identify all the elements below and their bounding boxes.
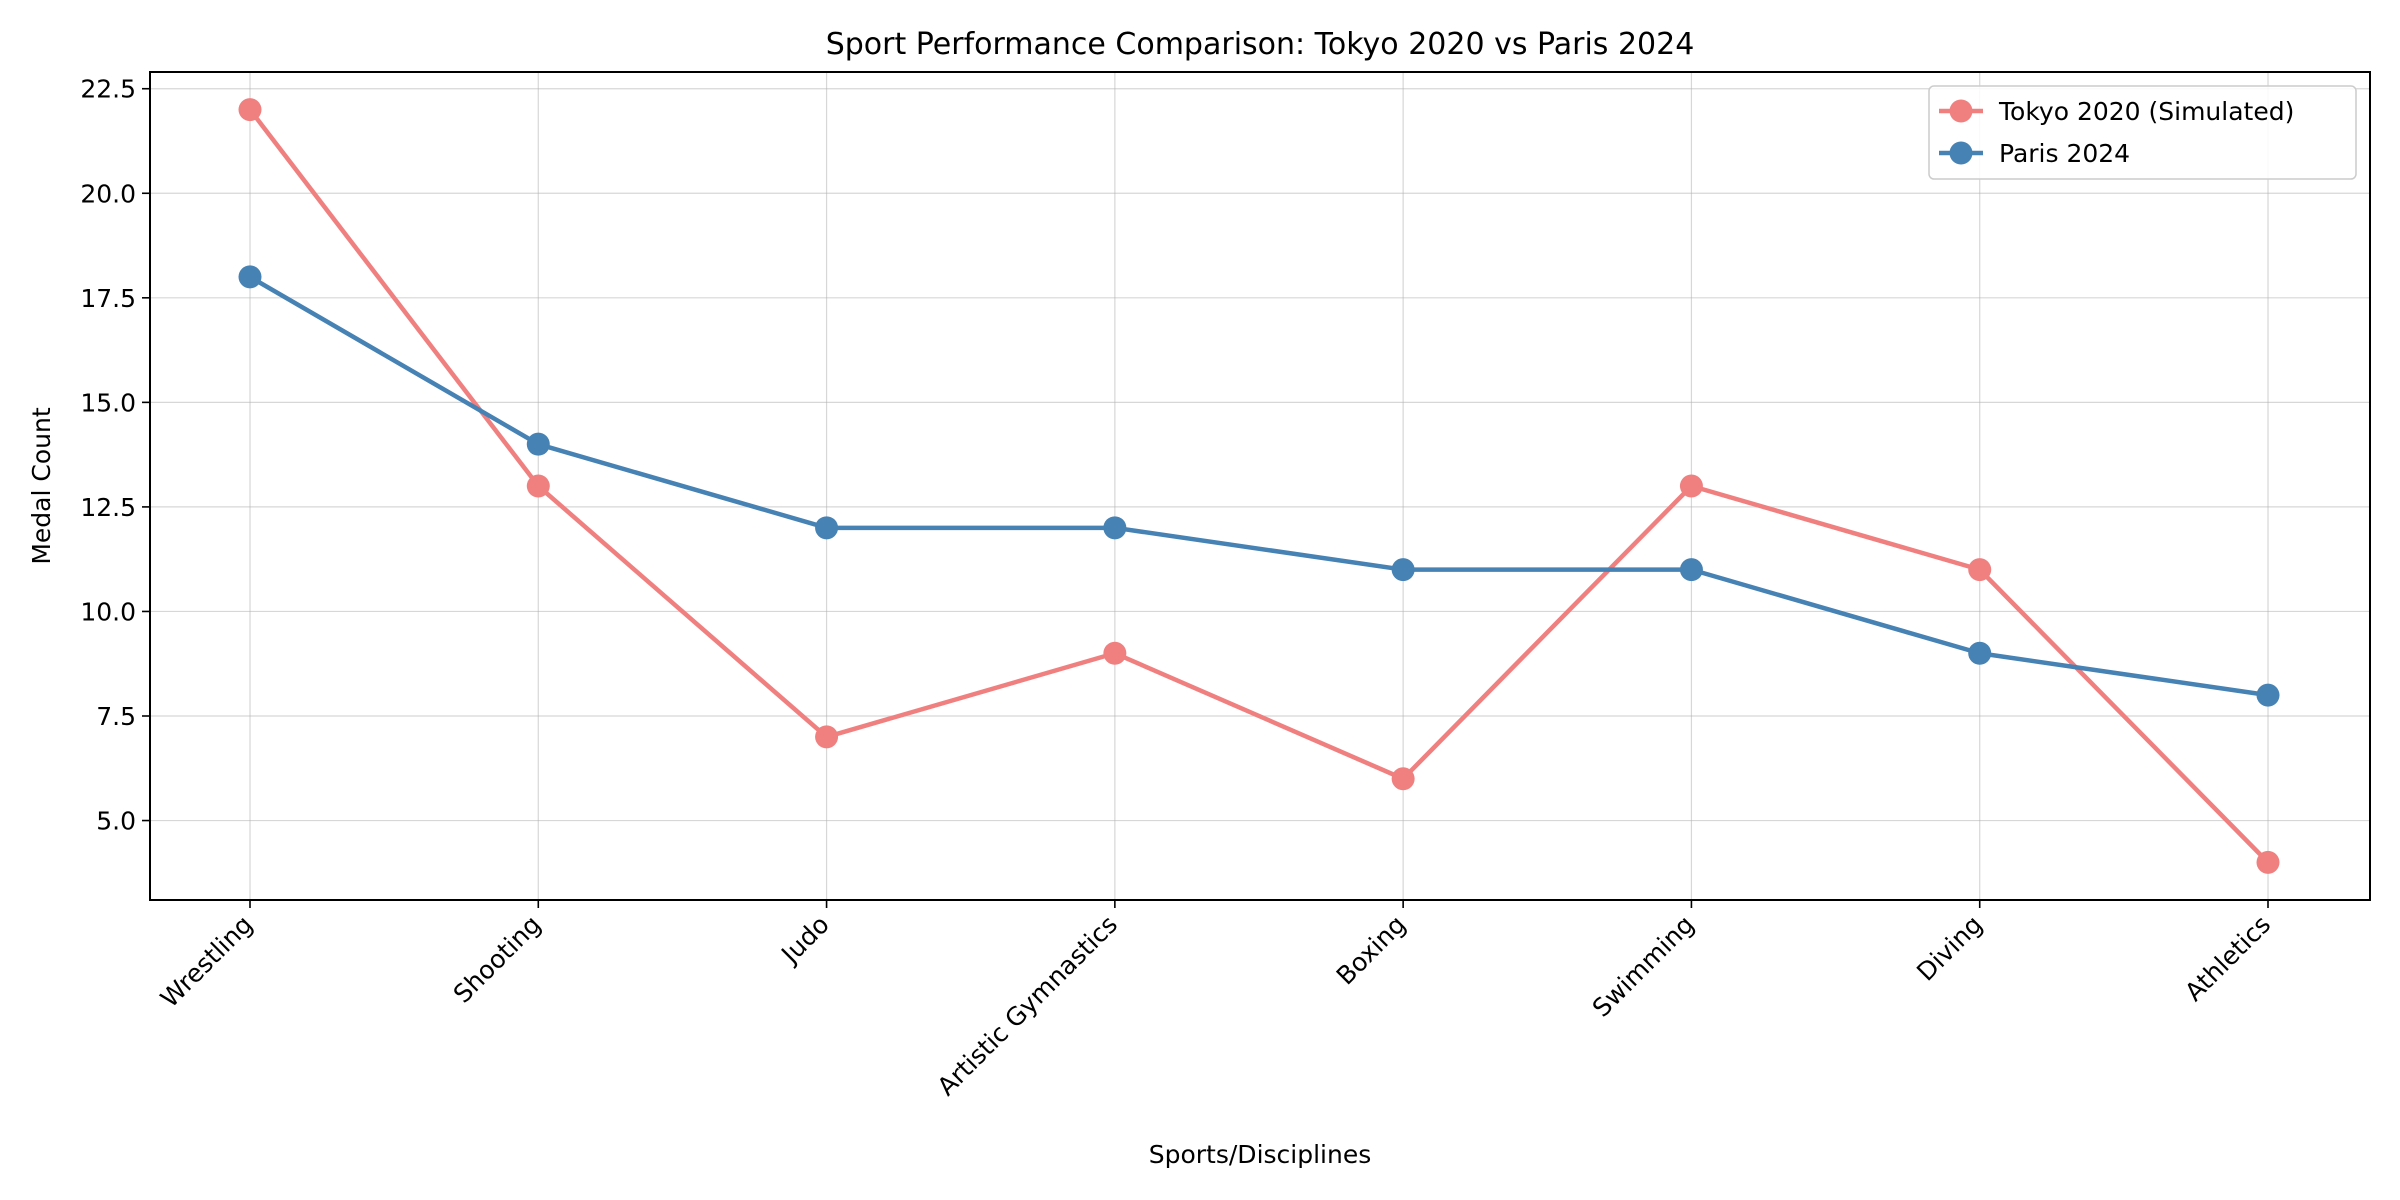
y-axis-label: Medal Count bbox=[27, 407, 56, 564]
data-point-athletics[interactable] bbox=[2256, 850, 2280, 874]
y-tick-label: 20.0 bbox=[80, 179, 136, 208]
series-line bbox=[247, 107, 2271, 865]
x-axis-label: Sports/Disciplines bbox=[1149, 1140, 1372, 1169]
y-tick-label: 17.5 bbox=[80, 284, 136, 313]
data-point-wrestling[interactable] bbox=[238, 98, 262, 122]
legend-label: Paris 2024 bbox=[1999, 139, 2130, 168]
y-tick-label: 15.0 bbox=[80, 388, 136, 417]
data-point-swimming[interactable] bbox=[1679, 558, 1703, 582]
data-point-boxing[interactable] bbox=[1391, 767, 1415, 791]
legend-label: Tokyo 2020 (Simulated) bbox=[1998, 97, 2294, 126]
series-paris-2024 bbox=[238, 265, 2280, 707]
y-tick-label: 10.0 bbox=[80, 597, 136, 626]
y-tick-label: 12.5 bbox=[80, 493, 136, 522]
data-point-swimming[interactable] bbox=[1679, 474, 1703, 498]
plot-area-frame bbox=[149, 71, 2371, 901]
data-point-judo[interactable] bbox=[815, 725, 839, 749]
legend: Tokyo 2020 (Simulated) Paris 2024 bbox=[1928, 85, 2357, 180]
legend-marker bbox=[1949, 141, 1973, 165]
data-point-judo[interactable] bbox=[815, 516, 839, 540]
legend-marker bbox=[1949, 99, 1973, 123]
y-tick-label: 5.0 bbox=[96, 807, 136, 836]
data-point-shooting[interactable] bbox=[526, 474, 550, 498]
data-point-diving[interactable] bbox=[1968, 558, 1992, 582]
legend-frame bbox=[1928, 85, 2357, 180]
legend-item[interactable]: Paris 2024 bbox=[1939, 139, 2130, 168]
data-point-shooting[interactable] bbox=[526, 432, 550, 456]
data-point-athletics[interactable] bbox=[2256, 683, 2280, 707]
data-point-diving[interactable] bbox=[1968, 641, 1992, 665]
series-layer bbox=[238, 98, 2280, 874]
data-point-wrestling[interactable] bbox=[238, 265, 262, 289]
data-point-artistic-gymnastics[interactable] bbox=[1103, 641, 1127, 665]
series-tokyo-2020 bbox=[238, 98, 2280, 874]
y-tick-label: 22.5 bbox=[80, 75, 136, 104]
y-tick-label: 7.5 bbox=[96, 702, 136, 731]
chart-title: Sport Performance Comparison: Tokyo 2020… bbox=[826, 27, 1695, 62]
data-point-boxing[interactable] bbox=[1391, 558, 1415, 582]
series-line bbox=[247, 274, 2271, 698]
legend-item[interactable]: Tokyo 2020 (Simulated) bbox=[1939, 97, 2294, 126]
data-point-artistic-gymnastics[interactable] bbox=[1103, 516, 1127, 540]
